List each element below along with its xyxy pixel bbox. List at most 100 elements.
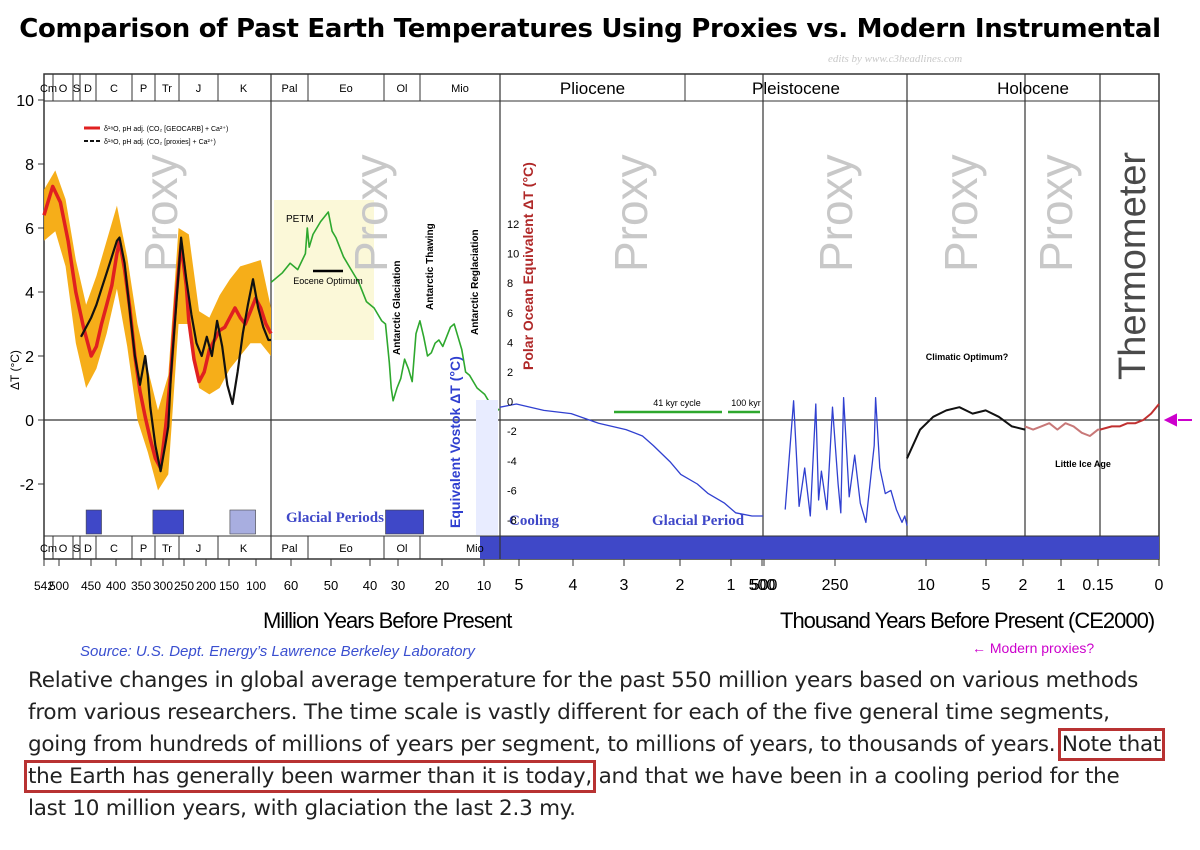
source-note: Source: U.S. Dept. Energy’s Lawrence Ber… [80, 643, 475, 660]
x-axis-label-left: Million Years Before Present [263, 608, 512, 633]
annotation-label: Antarctic Thawing [425, 223, 436, 310]
period-label: Mio [451, 83, 469, 95]
x-tick-label: 40 [363, 578, 377, 593]
x-tick-label: 500 [49, 579, 69, 593]
x-tick-label: 100 [246, 579, 266, 593]
series-line [784, 396, 908, 526]
period-label: Cm [40, 83, 57, 95]
y-tick-label: 10 [16, 93, 34, 110]
y-tick-label: 4 [25, 285, 34, 302]
caption-highlight: Note that the Earth has generally been w… [23, 728, 1166, 793]
current-level-arrow-icon [1163, 413, 1192, 427]
series-line [80, 236, 271, 473]
secondary-tick-label: -8 [507, 515, 517, 527]
chart-title: Comparison of Past Earth Temperatures Us… [19, 14, 1161, 44]
x-tick-label: 10 [917, 577, 935, 594]
annotation-label: Equivalent Vostok ΔT (°C) [447, 356, 463, 528]
glacial-band-bottom [480, 536, 1159, 559]
secondary-tick-label: -6 [507, 485, 517, 497]
series-line [499, 403, 763, 517]
vostok-scale-box [476, 400, 498, 535]
period-label-bottom: O [59, 543, 68, 555]
x-tick-label: 1 [727, 577, 736, 594]
x-tick-label: 20 [435, 578, 449, 593]
series-line [270, 211, 500, 411]
annotation-label: Little Ice Age [1055, 459, 1111, 469]
secondary-tick-label: -2 [507, 426, 517, 438]
annotation-label: Antarctic Glaciation [392, 261, 403, 355]
period-label: P [140, 83, 147, 95]
secondary-tick-label: 2 [507, 367, 513, 379]
period-label-bottom: S [73, 543, 80, 555]
annotation-label: Cooling [509, 513, 560, 529]
secondary-tick-label: 10 [507, 249, 519, 261]
period-label-bottom: J [196, 543, 202, 555]
x-tick-label: 200 [196, 579, 216, 593]
series-line [1024, 422, 1100, 437]
secondary-tick-label: 0 [507, 397, 513, 409]
period-label: C [110, 83, 118, 95]
proxy-overlay: Proxy [605, 154, 657, 272]
period-label: J [196, 83, 202, 95]
secondary-tick-label: 6 [507, 308, 513, 320]
legend-entry: δ¹⁸O, pH adj. (CO₂ [proxies] + Ca²⁺) [104, 139, 216, 146]
credit-text: edits by www.c3headlines.com [828, 53, 963, 65]
annotation-label: Glacial Periods [286, 510, 384, 526]
period-label-bottom: P [140, 543, 147, 555]
secondary-tick-label: 4 [507, 337, 513, 349]
period-label: K [240, 83, 248, 95]
x-tick-label: 450 [81, 579, 101, 593]
secondary-tick-label: -4 [507, 456, 517, 468]
period-label: Tr [162, 83, 172, 95]
x-tick-label: 400 [106, 579, 126, 593]
annotation-label: Glacial Period [652, 513, 745, 529]
secondary-tick-label: 12 [507, 219, 519, 231]
annotation-label: Polar Ocean Equivalent ΔT (°C) [520, 162, 536, 370]
period-label-bottom: C [110, 543, 118, 555]
period-label: D [84, 83, 92, 95]
proxy-overlay: Proxy [810, 154, 862, 272]
period-label: Eo [339, 83, 352, 95]
period-label: Pleistocene [752, 79, 840, 98]
caption-text: Relative changes in global average tempe… [28, 668, 1139, 757]
temperature-chart: CmCmOOSSDDCCPPTrTrJJKKPalPalEoEoOlOlMioM… [8, 73, 1192, 633]
proxy-overlay: Proxy [345, 154, 397, 272]
legend-entry: δ¹⁸O, pH adj. (CO₂ [GEOCARB] + Ca²⁺) [104, 126, 228, 133]
period-label: Ol [397, 83, 408, 95]
glacial-bar [229, 509, 256, 535]
period-label-bottom: D [84, 543, 92, 555]
y-tick-label: 0 [25, 413, 34, 430]
proxy-overlay: Proxy [1030, 154, 1082, 272]
annotation-label: Eocene Optimum [293, 276, 363, 286]
x-tick-label: 3 [620, 577, 629, 594]
x-tick-label: 500 [749, 577, 776, 594]
x-tick-label: 0 [1155, 577, 1164, 594]
glacial-bar [85, 509, 102, 535]
y-tick-label: -2 [20, 477, 34, 494]
uncertainty-band [44, 170, 271, 491]
period-label: Pal [282, 83, 298, 95]
thermometer-overlay: Thermometer [1112, 152, 1154, 380]
x-tick-label: 50 [324, 578, 338, 593]
period-label: S [73, 83, 80, 95]
glacial-bar [152, 509, 184, 535]
x-tick-label: 1 [1057, 577, 1066, 594]
x-tick-label: 350 [131, 579, 151, 593]
x-tick-label: 150 [219, 579, 239, 593]
series-line [42, 184, 273, 470]
period-label-bottom: Mio [466, 543, 484, 555]
x-tick-label: 0.15 [1082, 577, 1113, 594]
period-label: O [59, 83, 68, 95]
glacial-bar [385, 509, 424, 535]
series-line [1099, 403, 1160, 431]
x-tick-label: 5 [515, 577, 524, 594]
x-tick-label: 300 [153, 579, 173, 593]
y-tick-label: 6 [25, 221, 34, 238]
x-tick-label: 250 [174, 579, 194, 593]
annotation-label: 41 kyr cycle [653, 398, 701, 408]
x-tick-label: 30 [391, 578, 405, 593]
y-tick-label: 8 [25, 157, 34, 174]
x-tick-label: 2 [676, 577, 685, 594]
annotation-label: PETM [286, 214, 314, 225]
period-label-bottom: Pal [282, 543, 298, 555]
